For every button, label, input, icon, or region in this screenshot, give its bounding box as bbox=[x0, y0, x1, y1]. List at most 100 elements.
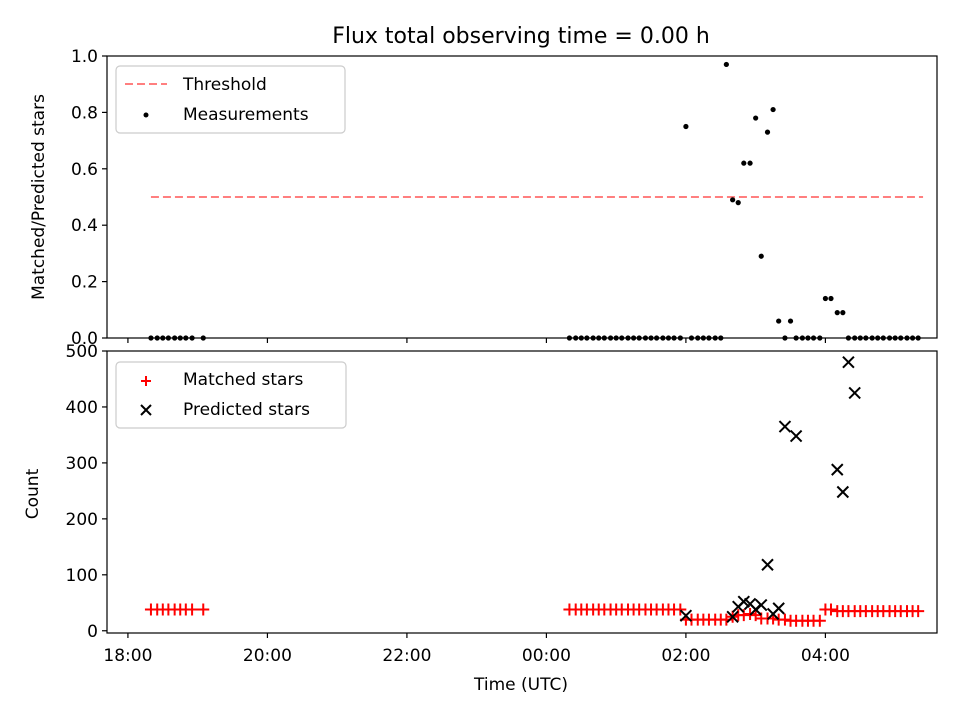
measurement-point bbox=[683, 123, 689, 130]
measurement-points bbox=[148, 61, 921, 341]
matched-star-point bbox=[912, 605, 925, 618]
measurement-point bbox=[875, 335, 881, 341]
predicted-star-point bbox=[726, 610, 739, 623]
top-y-tick-label: 0.8 bbox=[71, 103, 98, 123]
measurement-point bbox=[189, 335, 195, 341]
measurement-point bbox=[776, 318, 782, 324]
measurement-point bbox=[671, 335, 677, 341]
measurement-point bbox=[747, 160, 753, 166]
measurement-point bbox=[200, 335, 206, 341]
matched-star-point bbox=[778, 613, 791, 626]
matched-star-point bbox=[813, 614, 826, 627]
top-y-axis-label: Matched/Predicted stars bbox=[29, 94, 49, 300]
x-axis-label: Time (UTC) bbox=[473, 675, 568, 695]
measurement-point bbox=[753, 115, 759, 121]
top-x-ticks bbox=[127, 338, 827, 343]
bottom-legend-box bbox=[115, 361, 347, 429]
measurement-point bbox=[741, 160, 747, 166]
measurement-point bbox=[852, 335, 858, 341]
chart-title: Flux total observing time = 0.00 h bbox=[332, 24, 710, 49]
bottom-x-ticks: 18:00 20:00 22:00 00:00 02:00 04:00 bbox=[103, 633, 850, 666]
measurement-point bbox=[723, 61, 729, 68]
predicted-star-point bbox=[789, 429, 803, 443]
top-y-tick-label: 1.0 bbox=[71, 47, 98, 67]
predicted-star-point bbox=[755, 598, 768, 612]
measurement-point bbox=[886, 335, 893, 341]
measurement-point bbox=[834, 310, 840, 316]
measurement-point bbox=[654, 335, 660, 341]
measurement-point bbox=[584, 335, 590, 341]
measurement-point bbox=[787, 318, 794, 324]
measurement-point bbox=[782, 335, 788, 341]
measurement-point bbox=[636, 335, 642, 341]
x-tick-label: 04:00 bbox=[801, 646, 850, 666]
measurement-point bbox=[619, 335, 625, 341]
measurement-point bbox=[677, 335, 683, 341]
top-legend-box bbox=[115, 65, 346, 134]
predicted-star-point bbox=[836, 485, 850, 499]
measurement-point bbox=[735, 200, 741, 206]
measurement-point bbox=[601, 335, 607, 341]
measurement-point bbox=[625, 335, 631, 341]
top-y-tick-label: 0.0 bbox=[71, 329, 98, 349]
predicted-star-point bbox=[761, 558, 774, 571]
bottom-y-tick-label: 400 bbox=[66, 398, 98, 418]
top-y-ticks: 0.0 0.2 0.4 0.6 0.8 1.0 bbox=[71, 47, 107, 349]
measurement-point bbox=[805, 335, 811, 341]
matched-star-point bbox=[186, 603, 199, 616]
measurement-point bbox=[177, 335, 183, 341]
measurement-point bbox=[660, 335, 666, 341]
predicted-star-point bbox=[831, 463, 844, 476]
top-y-tick-label: 0.6 bbox=[71, 160, 98, 180]
legend-matched-label: Matched stars bbox=[183, 370, 303, 390]
bottom-y-tick-label: 0 bbox=[87, 622, 98, 642]
legend-threshold-label: Threshold bbox=[182, 75, 267, 95]
measurement-point bbox=[857, 335, 863, 341]
measurement-point bbox=[892, 335, 898, 341]
bottom-panel: 0 100 200 300 400 500 18:00 20:00 22:00 00:00 02:… bbox=[23, 342, 938, 695]
measurement-point bbox=[665, 335, 672, 341]
measurement-point bbox=[706, 335, 712, 341]
legend-predicted-label: Predicted stars bbox=[183, 400, 310, 420]
bottom-y-tick-label: 500 bbox=[66, 342, 98, 362]
measurement-point bbox=[793, 335, 799, 341]
measurement-point bbox=[863, 335, 869, 341]
top-panel: 0.0 0.2 0.4 0.6 0.8 1.0 Matched/Predicted sta… bbox=[29, 47, 938, 349]
measurement-point bbox=[828, 295, 834, 302]
measurement-point bbox=[160, 335, 166, 341]
top-legend: Threshold Measurements bbox=[115, 65, 346, 134]
x-tick-label: 22:00 bbox=[382, 646, 431, 666]
measurement-point bbox=[642, 335, 649, 341]
bottom-y-axis-label: Count bbox=[23, 468, 43, 519]
measurement-point bbox=[154, 335, 160, 341]
predicted-star-point bbox=[679, 609, 693, 622]
measurement-point bbox=[845, 335, 852, 341]
legend-matched-swatch bbox=[141, 376, 151, 386]
measurement-point bbox=[613, 335, 619, 341]
measurement-point bbox=[770, 106, 776, 113]
measurement-point bbox=[712, 335, 718, 341]
measurement-point bbox=[898, 335, 904, 341]
measurement-point bbox=[904, 335, 910, 341]
legend-measurements-swatch bbox=[143, 112, 149, 118]
measurement-point bbox=[817, 335, 823, 341]
bottom-y-tick-label: 100 bbox=[66, 566, 98, 586]
measurement-point bbox=[909, 335, 916, 341]
predicted-star-point bbox=[848, 386, 861, 400]
matched-star-point bbox=[824, 603, 837, 616]
measurement-point bbox=[695, 335, 701, 341]
x-tick-label: 20:00 bbox=[243, 646, 292, 666]
measurement-point bbox=[578, 335, 584, 341]
measurement-point bbox=[718, 335, 724, 341]
bottom-y-tick-label: 200 bbox=[66, 510, 98, 530]
matched-star-point bbox=[674, 603, 687, 616]
measurement-point bbox=[596, 335, 602, 341]
predicted-stars-points bbox=[679, 355, 861, 623]
measurement-point bbox=[630, 335, 637, 341]
predicted-star-point bbox=[842, 355, 855, 369]
measurement-point bbox=[165, 335, 171, 341]
bottom-y-ticks: 0 100 200 300 400 500 bbox=[66, 342, 107, 642]
measurement-point bbox=[730, 197, 736, 203]
measurement-point bbox=[183, 335, 189, 341]
